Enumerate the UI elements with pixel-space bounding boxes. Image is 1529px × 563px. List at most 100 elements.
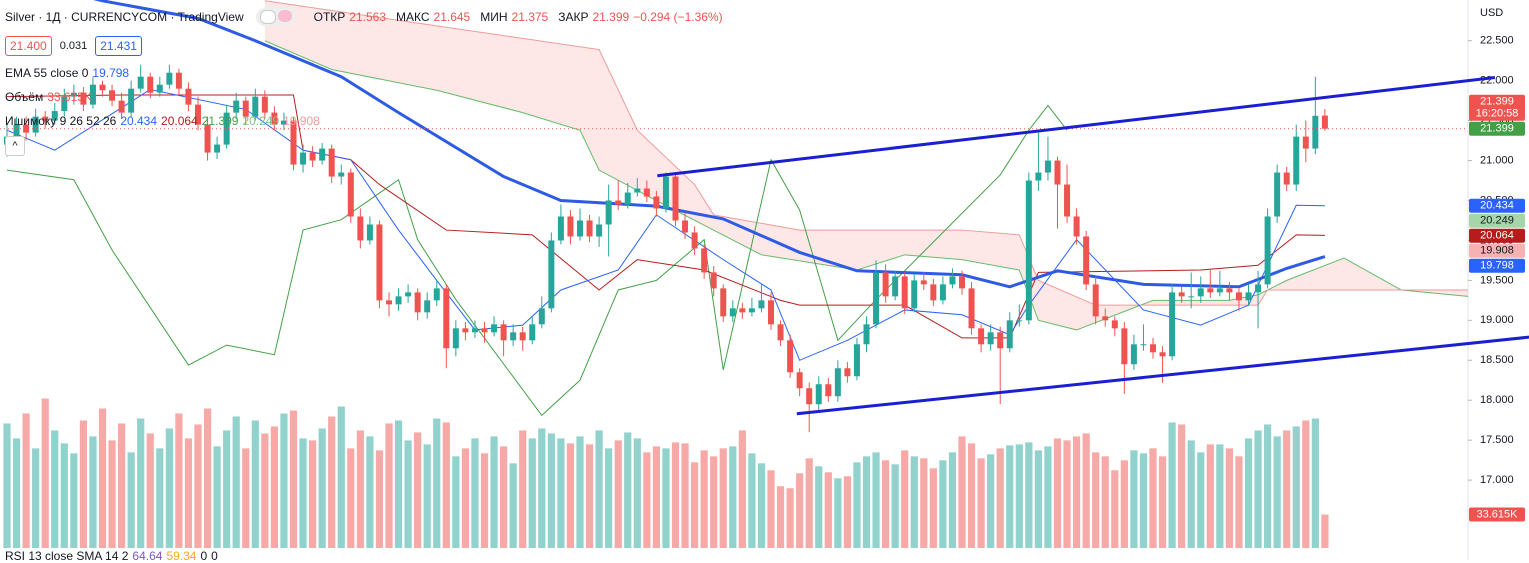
volume-bar <box>41 398 49 548</box>
volume-bar <box>624 432 632 548</box>
ohlc-key: ЗАКР <box>558 10 589 24</box>
candle-body <box>166 72 173 85</box>
volume-bar <box>203 408 212 548</box>
volume-bar <box>289 410 298 548</box>
symbol[interactable]: Silver · 1Д · CURRENCYCOM · TradingView <box>5 10 244 24</box>
volume-bar <box>710 456 718 548</box>
volume-bar <box>834 478 842 548</box>
ohlc-value: 21.563 <box>349 10 386 24</box>
indicator-value: 20.434 <box>120 114 158 128</box>
volume-bar <box>12 438 21 548</box>
candle-body <box>290 120 297 165</box>
candle-body <box>386 300 392 305</box>
buy-price[interactable]: 21.431 <box>95 36 142 56</box>
candle-body <box>815 384 822 405</box>
candle-body <box>1083 236 1090 285</box>
volume-bar <box>471 438 479 548</box>
volume-bar <box>566 443 575 548</box>
collapse-button[interactable]: ^ <box>5 136 25 156</box>
candle-body <box>863 324 870 345</box>
volume-bar <box>691 462 699 548</box>
volume-bar <box>1168 422 1176 548</box>
candle-body <box>405 292 412 297</box>
candle-body <box>1188 296 1195 298</box>
candle-body <box>987 332 994 345</box>
candle-body <box>634 188 641 193</box>
volume-bar <box>223 430 231 548</box>
volume-bar <box>920 458 928 548</box>
volume-bar <box>32 448 40 548</box>
collapse[interactable]: ^ <box>5 136 25 156</box>
trend-line <box>796 335 1529 416</box>
candle-body <box>519 332 526 341</box>
candle-body <box>1226 288 1233 293</box>
volume-bar <box>1053 438 1062 548</box>
candle-body <box>748 308 755 313</box>
candle-body <box>61 96 68 112</box>
candle-body <box>1092 284 1099 317</box>
price-label-box <box>1469 94 1525 121</box>
candle-body <box>414 292 421 313</box>
candle-body <box>23 124 30 133</box>
candle-body <box>395 296 402 305</box>
volume-bar <box>60 443 68 548</box>
indicator-value: 59.34 <box>166 549 197 563</box>
candle-body <box>529 324 536 341</box>
spread: 0.031 <box>59 40 88 52</box>
volume-bar <box>423 444 431 548</box>
price-label-box <box>1469 213 1525 228</box>
sell-price[interactable]: 21.400 <box>5 36 52 56</box>
indicator-value: 33.615K <box>47 90 92 104</box>
indicator-name: Объём <box>5 90 44 104</box>
volume-bar <box>862 456 871 548</box>
indicator[interactable]: Объём 33.615K <box>5 90 92 104</box>
y-tick-label: 18.500 <box>1480 354 1514 366</box>
volume-bar <box>127 452 135 548</box>
candle-body <box>252 96 259 117</box>
candle-body <box>271 112 278 125</box>
y-tick-label: 22.500 <box>1480 35 1514 47</box>
candle-body <box>787 340 794 373</box>
volume-bar <box>347 448 355 548</box>
candle-body <box>1169 292 1176 357</box>
ohlc-value: 21.375 <box>511 10 549 24</box>
candle-body <box>118 100 125 113</box>
candle-body <box>1130 344 1137 365</box>
candle-body <box>1274 172 1281 217</box>
volume-bar <box>671 442 680 548</box>
indicator-value: 20.064 <box>161 114 198 128</box>
volume-bar <box>108 440 116 548</box>
ohlc-key: ОТКР <box>313 10 346 24</box>
toggle[interactable] <box>255 8 296 26</box>
rsi-legend[interactable]: RSI 13 close SMA 14 2 64.64 59.34 0 0 <box>5 549 218 563</box>
indicator[interactable]: Ишимоку 9 26 52 26 20.434 20.064 21.399 … <box>5 114 320 128</box>
candle-body <box>1321 115 1328 129</box>
price-label: 33.615K <box>1477 508 1519 520</box>
candle-body <box>13 124 20 137</box>
y-tick-label: 22.000 <box>1480 75 1514 87</box>
volume-bar <box>767 470 775 548</box>
volume-bar <box>280 413 288 548</box>
indicator-value: 0 <box>200 549 208 563</box>
volume-bar <box>929 468 937 548</box>
candle-body <box>873 272 880 325</box>
volume-bar <box>337 406 345 548</box>
price-label-box <box>1469 121 1525 136</box>
volume-bar <box>977 458 985 548</box>
volume-bar <box>815 466 823 548</box>
volume-bar <box>519 430 527 548</box>
candle-body <box>710 272 717 289</box>
price-label-box <box>1469 198 1525 213</box>
price-label-box <box>1469 228 1525 243</box>
header: Silver · 1Д · CURRENCYCOM · TradingView … <box>5 8 723 26</box>
volume-bar <box>461 448 469 548</box>
candle-body <box>920 280 927 285</box>
volume-bar <box>1292 426 1300 548</box>
candle-body <box>1302 136 1309 149</box>
indicator[interactable]: EMA 55 close 0 19.798 <box>5 66 129 80</box>
chikou-line <box>6 104 1068 417</box>
indicator-value: 19.798 <box>92 66 130 80</box>
volume-bar <box>1311 418 1319 548</box>
price-label-box <box>1469 243 1525 258</box>
candle-body <box>548 240 555 309</box>
